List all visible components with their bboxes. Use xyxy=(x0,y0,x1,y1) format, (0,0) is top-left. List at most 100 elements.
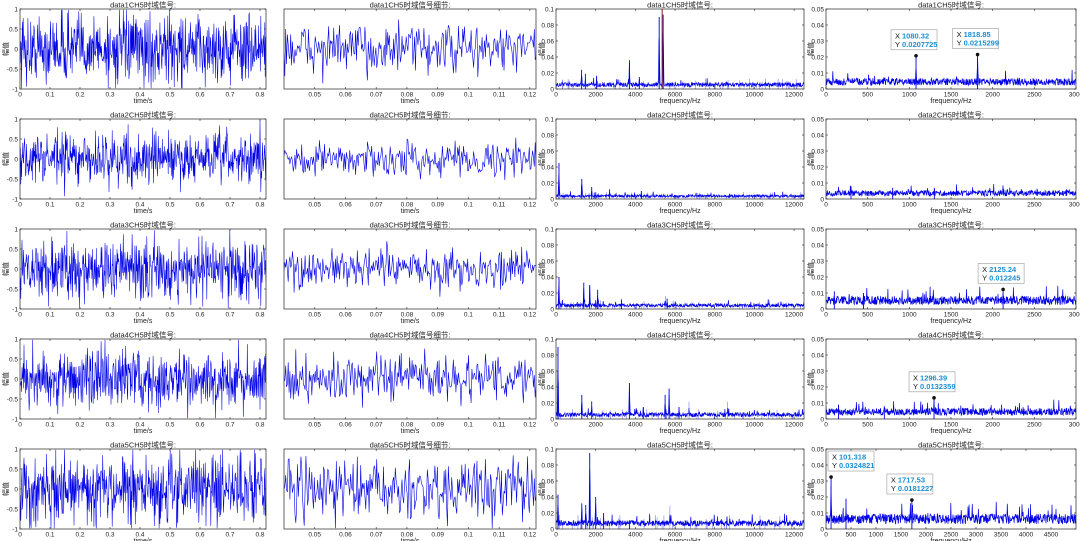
svg-text:Y: Y xyxy=(957,39,962,48)
x-tick-label: 500 xyxy=(862,422,873,429)
x-axis-label: frequency/Hz xyxy=(659,208,701,215)
axes-frame xyxy=(555,8,805,90)
subplot-title: data4CH5时域信号细节: xyxy=(370,330,451,340)
subplot-1-3: data1CH5时域信号: 0 2000 4000 6000 8000 10000 12000… xyxy=(537,0,805,105)
x-tick-label: 0.09 xyxy=(431,92,444,99)
x-tick-label: 0.12 xyxy=(524,532,537,539)
x-tick-label: 2500 xyxy=(1027,422,1042,429)
x-tick-label: 0.12 xyxy=(524,92,537,99)
datatip-y-value: 0.0132359 xyxy=(920,382,955,391)
datatip[interactable]: X 1717.53Y 0.0181227 xyxy=(886,473,933,495)
y-tick-label: 0.06 xyxy=(541,38,554,45)
y-tick-label: 0.06 xyxy=(541,258,554,265)
x-axis-label: frequency/Hz xyxy=(930,318,972,325)
y-axis-label: 幅值 xyxy=(806,262,815,276)
x-tick-label: 500 xyxy=(862,92,873,99)
x-tick-label: 2000 xyxy=(985,202,1000,209)
y-tick-label: 0.05 xyxy=(811,336,824,343)
y-tick-label: 0 xyxy=(550,526,554,533)
y-axis-label: 幅值 xyxy=(806,42,815,56)
x-tick-label: 0.7 xyxy=(225,312,234,319)
y-tick-label: 0.5 xyxy=(9,356,18,363)
x-tick-label: 500 xyxy=(862,312,873,319)
datatip-x-value: 1296.39 xyxy=(920,373,947,382)
y-tick-label: 0.05 xyxy=(811,116,824,123)
x-tick-label: 0.2 xyxy=(75,202,84,209)
x-tick-label: 0.12 xyxy=(524,312,537,319)
x-tick-label: 0 xyxy=(18,532,22,539)
y-tick-label: 0.08 xyxy=(541,462,554,469)
x-tick-label: 12000 xyxy=(785,92,803,99)
x-tick-label: 6000 xyxy=(668,312,683,319)
subplot-title: data1CH5时域信号: xyxy=(918,0,984,10)
x-tick-label: 0 xyxy=(554,312,558,319)
subplot-4-2: data4CH5时域信号细节: 0.05 0.06 0.07 0.08 0.09 0.1 0.… xyxy=(283,330,537,435)
y-tick-label: 0.02 xyxy=(811,164,824,171)
x-tick-label: 2000 xyxy=(985,422,1000,429)
x-tick-label: 0.1 xyxy=(464,532,473,539)
x-tick-label: 0.1 xyxy=(464,92,473,99)
x-tick-label: 0.1 xyxy=(464,312,473,319)
x-tick-label: 6000 xyxy=(668,532,683,539)
y-tick-label: 0.04 xyxy=(541,54,554,61)
spectrum-line xyxy=(826,183,1076,198)
signal-line xyxy=(20,119,266,197)
datatip-x-value: 1818.85 xyxy=(964,30,991,39)
x-tick-label: 0.4 xyxy=(135,422,144,429)
x-tick-label: 0.2 xyxy=(75,312,84,319)
x-tick-label: 1500 xyxy=(944,312,959,319)
y-tick-label: -1 xyxy=(12,196,18,203)
datatip[interactable]: X 1818.85Y 0.0215299 xyxy=(952,28,999,49)
x-tick-label: 4000 xyxy=(628,202,643,209)
x-tick-label: 0.06 xyxy=(339,532,352,539)
axes-frame xyxy=(283,118,537,200)
subplot-title: data5CH5时域信号: xyxy=(647,440,713,450)
datatip[interactable]: X 1296.39Y 0.0132359 xyxy=(908,371,955,393)
signal-line xyxy=(284,348,536,408)
x-tick-label: 8000 xyxy=(707,422,722,429)
x-tick-label: 0 xyxy=(554,422,558,429)
x-tick-label: 8000 xyxy=(707,532,722,539)
x-tick-label: 2000 xyxy=(919,532,934,539)
datatip[interactable]: X 2125.24Y 0.012245 xyxy=(977,263,1025,284)
datatip-marker xyxy=(975,52,980,57)
subplot-1-1: data1CH5时域信号: 0 0.1 0.2 0.3 0.4 0.5 0.6 0.7 0.8 -1… xyxy=(1,0,267,105)
svg-text:Y: Y xyxy=(891,484,896,493)
x-tick-label: 0.06 xyxy=(339,422,352,429)
signal-line xyxy=(284,241,536,297)
svg-text:X: X xyxy=(832,453,837,462)
x-tick-label: 1000 xyxy=(902,202,917,209)
y-tick-label: 0.5 xyxy=(9,136,18,143)
x-tick-label: 0.3 xyxy=(105,422,114,429)
subplot-5-3: data5CH5时域信号: 0 2000 4000 6000 8000 10000 12000… xyxy=(537,440,805,541)
x-tick-label: 0.09 xyxy=(431,202,444,209)
x-axis-label: time/s xyxy=(134,318,153,325)
x-tick-label: 0.1 xyxy=(45,92,54,99)
x-axis-label: time/s xyxy=(401,538,420,541)
datatip[interactable]: X 1080.32Y 0.0207725 xyxy=(890,29,937,51)
x-axis-label: time/s xyxy=(401,428,420,435)
subplot-title: data5CH5时域信号细节: xyxy=(370,440,451,450)
x-tick-label: 8000 xyxy=(707,312,722,319)
svg-text:X: X xyxy=(957,30,962,39)
y-tick-label: 0.05 xyxy=(811,446,824,453)
svg-text:X: X xyxy=(982,265,987,274)
x-tick-label: 4000 xyxy=(1019,532,1034,539)
x-tick-label: 0 xyxy=(824,202,828,209)
subplot-title: data1CH5时域信号: xyxy=(110,0,176,10)
y-axis-label: 幅值 xyxy=(537,262,546,276)
y-tick-label: 0 xyxy=(820,416,824,423)
y-tick-label: 0.1 xyxy=(545,6,554,13)
subplot-3-3: data3CH5时域信号: 0 2000 4000 6000 8000 10000 12000… xyxy=(537,220,805,325)
y-tick-label: 0.02 xyxy=(811,274,824,281)
y-axis-label: 幅值 xyxy=(537,482,546,496)
x-axis-label: frequency/Hz xyxy=(930,428,972,435)
x-tick-label: 0.12 xyxy=(524,202,537,209)
datatip-x-value: 2125.24 xyxy=(989,265,1017,274)
x-tick-label: 12000 xyxy=(785,312,803,319)
y-tick-label: 0 xyxy=(820,526,824,533)
y-axis-label: 幅值 xyxy=(806,482,815,496)
signal-line xyxy=(20,9,266,89)
